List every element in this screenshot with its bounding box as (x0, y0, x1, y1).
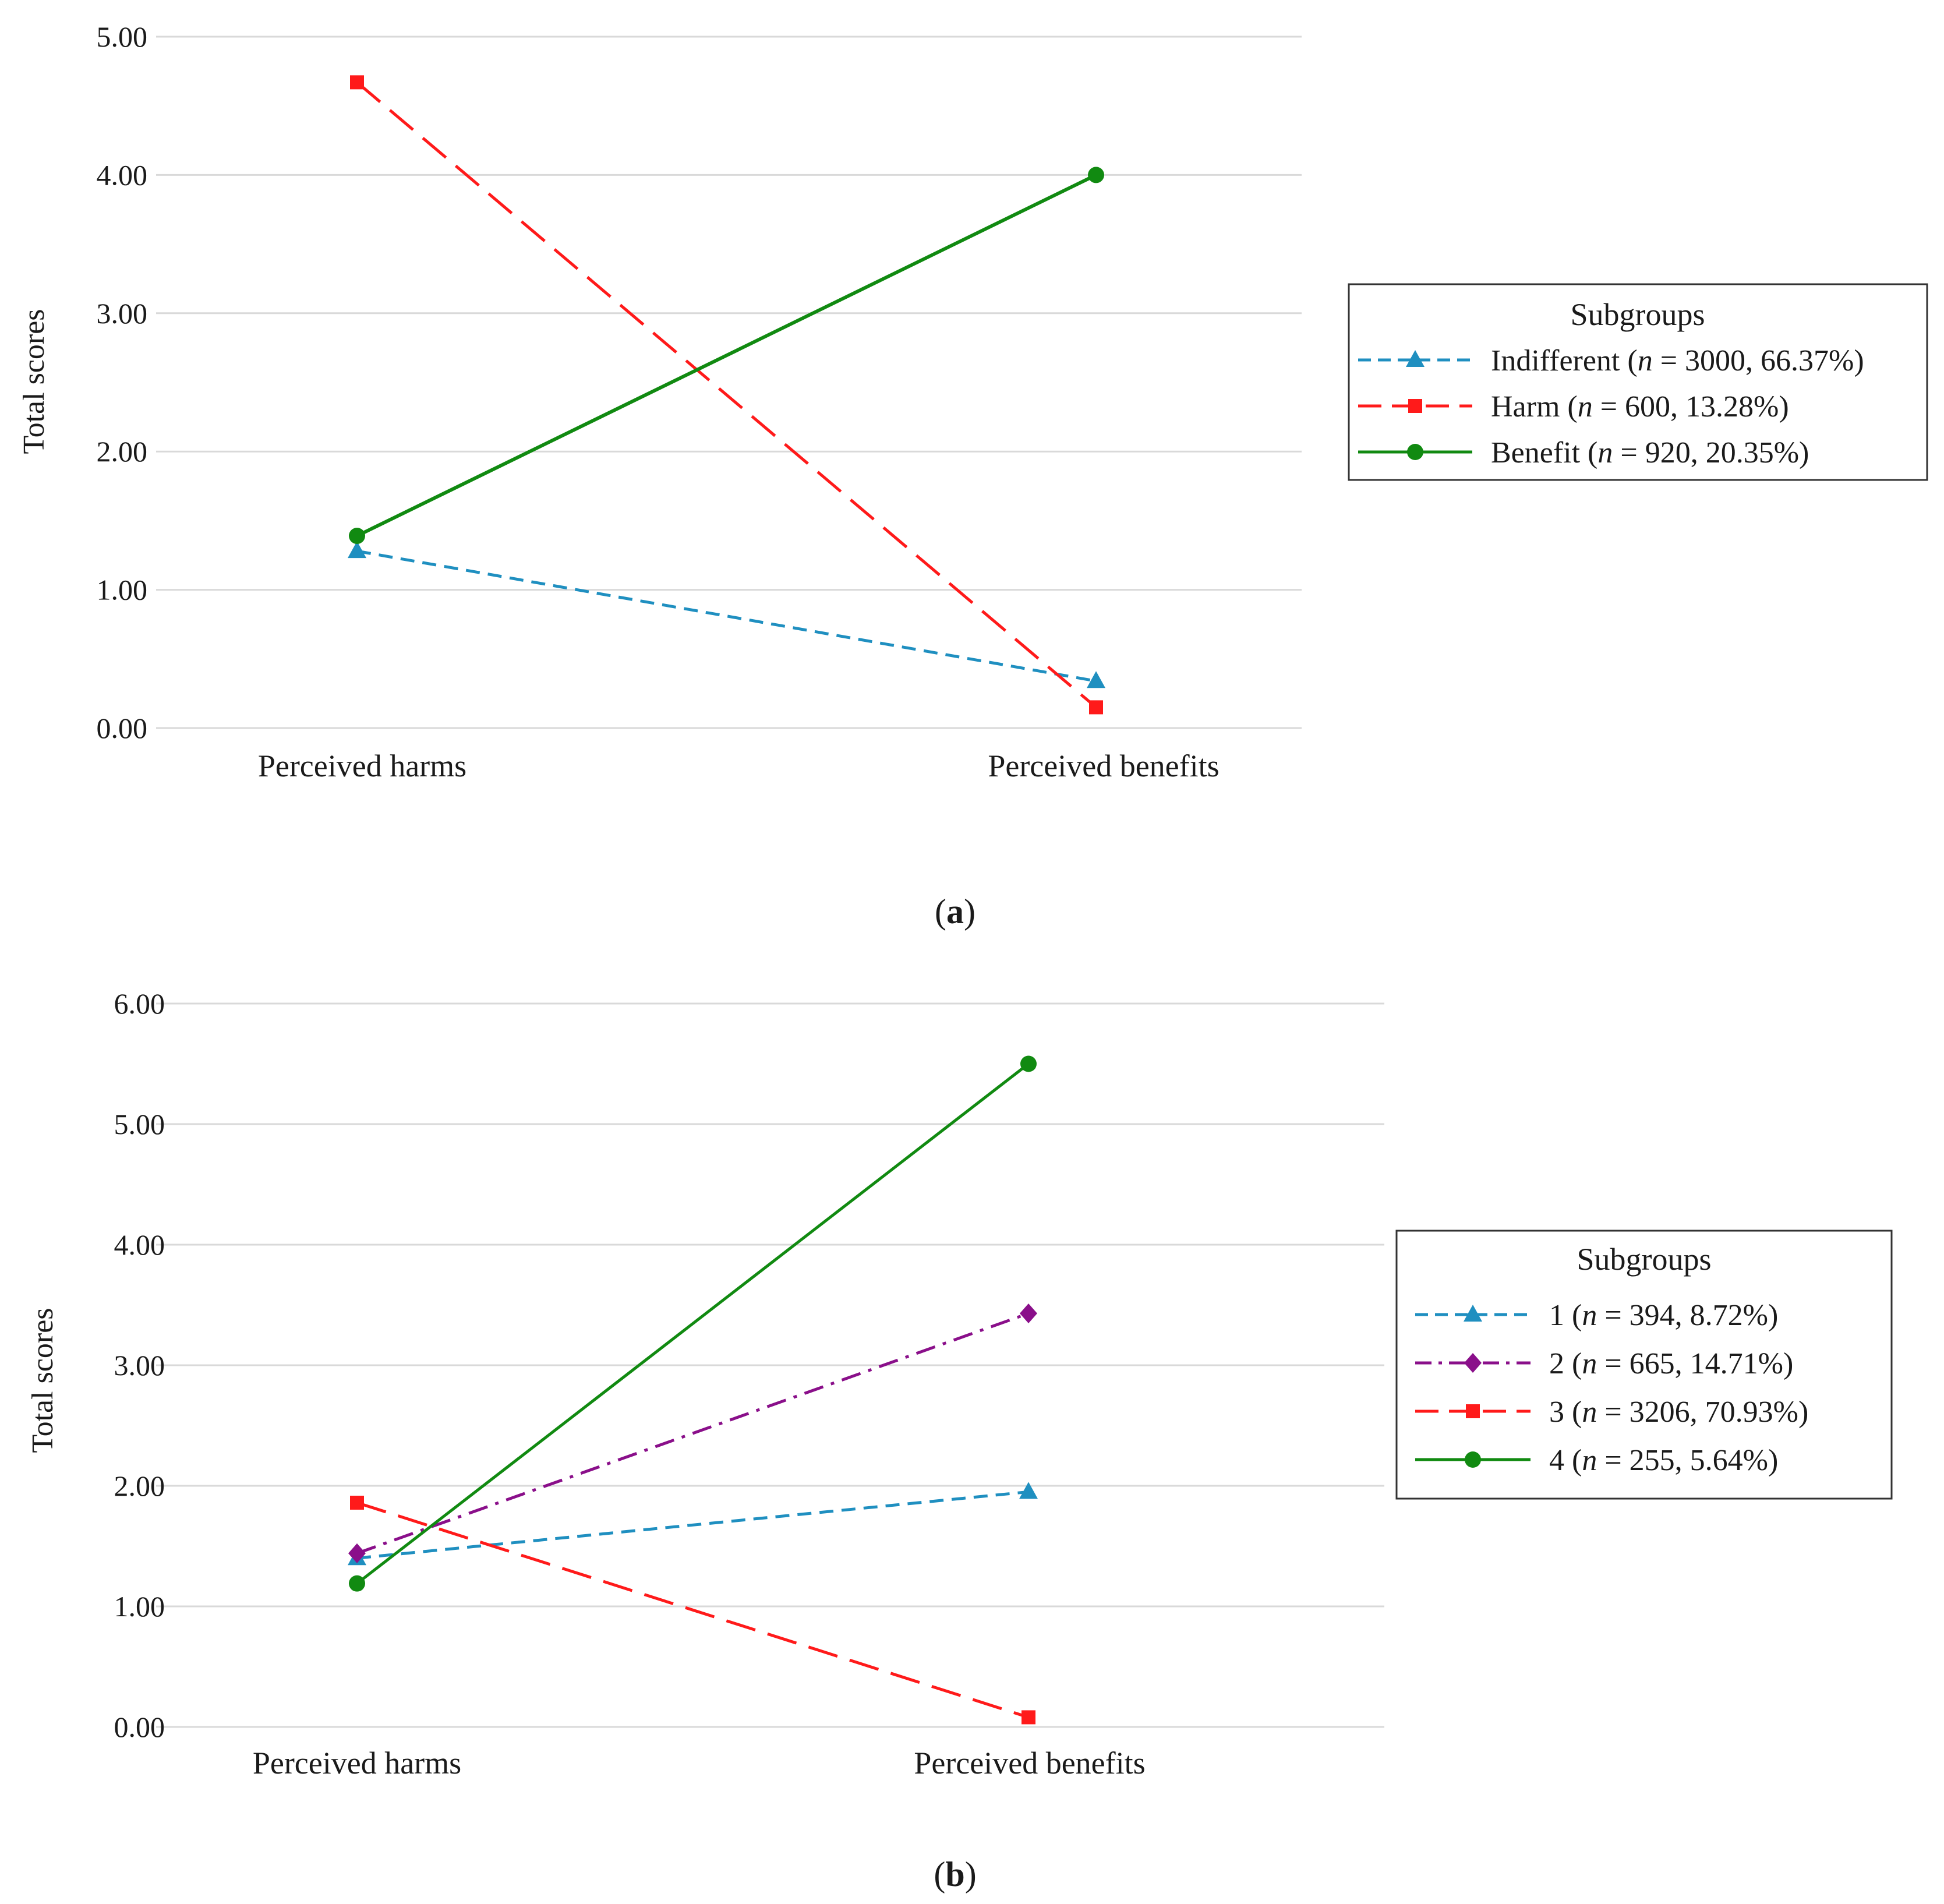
series-indifferent (348, 541, 1105, 688)
series-3 (350, 1495, 1035, 1725)
legend-label: Benefit (n = 920, 20.35%) (1491, 436, 1809, 469)
panel-a-chart: 0.00 1.00 2.00 3.00 4.00 5.00 Total scores Pe… (17, 20, 1928, 931)
data-point (1020, 1303, 1037, 1323)
legend-label: Harm (n = 600, 13.28%) (1491, 390, 1789, 423)
panel-b-x-label-harms: Perceived harms (253, 1746, 461, 1781)
panel-a-label: (a) (935, 892, 975, 931)
panel-a-legend: Subgroups Indifferent (n = 3000, 66.37%)… (1348, 283, 1928, 481)
legend-label: 4 (n = 255, 5.64%) (1549, 1444, 1778, 1477)
legend-item: 2 (n = 665, 14.71%) (1415, 1347, 1793, 1380)
legend-item: 4 (n = 255, 5.64%) (1415, 1444, 1778, 1477)
data-point (348, 541, 366, 559)
y-tick-label: 1.00 (114, 1590, 165, 1623)
y-tick-label: 1.00 (97, 574, 148, 606)
data-point (349, 1575, 365, 1592)
y-tick-label: 5.00 (97, 20, 148, 53)
panel-b-label: (b) (934, 1855, 976, 1894)
data-point (1022, 1710, 1035, 1725)
legend-label: 3 (n = 3206, 70.93%) (1549, 1396, 1808, 1429)
data-point (350, 75, 364, 90)
series-line (356, 1062, 1030, 1585)
legend-swatch-marker (1464, 1353, 1482, 1373)
legend-swatch-marker (1408, 399, 1422, 413)
panel-a-x-label-harms: Perceived harms (258, 748, 466, 783)
series-benefit (349, 167, 1104, 545)
legend-item: Harm (n = 600, 13.28%) (1358, 390, 1789, 423)
y-tick-label: 3.00 (114, 1349, 165, 1382)
panel-a-gridlines (156, 36, 1302, 729)
legend-label: Indifferent (n = 3000, 66.37%) (1491, 344, 1864, 377)
y-tick-label: 4.00 (114, 1228, 165, 1261)
panel-a-y-axis-title: Total scores (17, 309, 51, 454)
data-point (1089, 700, 1103, 715)
series-line (356, 549, 1097, 683)
legend-swatch-marker (1466, 1404, 1480, 1418)
legend-swatch-marker (1465, 1451, 1481, 1468)
legend-label: 1 (n = 394, 8.72%) (1549, 1299, 1778, 1332)
legend-swatch-marker (1406, 350, 1425, 367)
panel-a-x-label-benefits: Perceived benefits (988, 748, 1219, 783)
panel-b-legend-items: 1 (n = 394, 8.72%) 2 (n = 665, 14.71%) 3 (… (1415, 1299, 1808, 1477)
data-point (1087, 671, 1105, 688)
series-line (356, 81, 1097, 709)
y-tick-label: 0.00 (97, 712, 148, 744)
data-point (1020, 1055, 1037, 1072)
panel-b-gridlines (156, 1002, 1384, 1728)
panel-b-legend-title: Subgroups (1577, 1242, 1711, 1277)
series-2 (348, 1303, 1037, 1563)
y-tick-label: 6.00 (114, 987, 165, 1020)
y-tick-label: 2.00 (97, 435, 148, 468)
y-tick-label: 0.00 (114, 1711, 165, 1743)
panel-a-legend-box (1348, 283, 1928, 481)
panel-a-series (348, 75, 1105, 715)
y-tick-label: 2.00 (114, 1469, 165, 1502)
legend-item: Benefit (n = 920, 20.35%) (1358, 436, 1809, 469)
legend-swatch-marker (1407, 444, 1423, 460)
series-harm (350, 75, 1103, 715)
panel-a-legend-items: Indifferent (n = 3000, 66.37%) Harm (n = … (1358, 344, 1864, 469)
panel-b-chart: 0.00 1.00 2.00 3.00 4.00 5.00 6.00 Total score… (26, 987, 1893, 1894)
panel-a-y-ticks: 0.00 1.00 2.00 3.00 4.00 5.00 (97, 20, 148, 744)
data-point (350, 1495, 364, 1510)
panel-b-x-label-benefits: Perceived benefits (914, 1746, 1145, 1781)
series-line (356, 1312, 1029, 1555)
series-4 (349, 1055, 1037, 1592)
series-line (356, 1490, 1029, 1560)
series-1 (348, 1482, 1038, 1566)
y-tick-label: 4.00 (97, 158, 148, 191)
y-tick-label: 5.00 (114, 1108, 165, 1140)
y-tick-label: 3.00 (97, 297, 148, 330)
data-point (349, 528, 365, 545)
legend-swatch-marker (1464, 1305, 1482, 1322)
legend-item: Indifferent (n = 3000, 66.37%) (1358, 344, 1864, 377)
legend-label: 2 (n = 665, 14.71%) (1549, 1347, 1793, 1380)
series-line (356, 173, 1097, 538)
panel-a-legend-title: Subgroups (1570, 297, 1705, 332)
legend-item: 1 (n = 394, 8.72%) (1415, 1299, 1778, 1332)
panel-b-y-ticks: 0.00 1.00 2.00 3.00 4.00 5.00 6.00 (114, 987, 165, 1743)
panel-b-y-axis-title: Total scores (26, 1308, 59, 1453)
data-point (1088, 167, 1104, 183)
legend-item: 3 (n = 3206, 70.93%) (1415, 1396, 1808, 1429)
panel-b-legend: Subgroups 1 (n = 394, 8.72%) 2 (n = 665, … (1395, 1230, 1893, 1500)
series-line (356, 1501, 1029, 1719)
data-point (348, 1543, 366, 1563)
data-point (1019, 1482, 1038, 1499)
panel-b-series (348, 1055, 1038, 1725)
